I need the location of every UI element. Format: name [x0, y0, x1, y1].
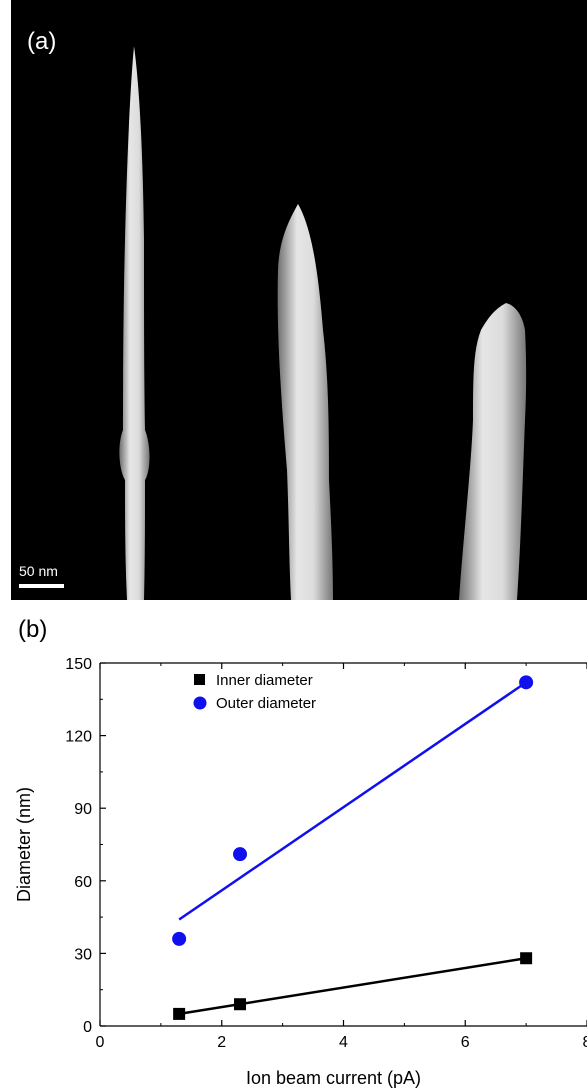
y-tick-label: 90 — [74, 801, 92, 818]
chart-ticks: 0 2 4 6 8 0 30 60 90 120 150 — [65, 656, 587, 1051]
x-axis-title: Ion beam current (pA) — [246, 1068, 421, 1088]
legend-label: Outer diameter — [216, 695, 316, 712]
x-tick-label: 8 — [583, 1034, 587, 1051]
chart-data-points — [172, 675, 534, 1020]
nanowire-1 — [119, 46, 150, 600]
legend-circle-icon — [193, 696, 207, 710]
y-tick-label: 120 — [65, 729, 92, 746]
y-tick-label: 60 — [74, 874, 92, 891]
legend-label: Inner diameter — [216, 672, 313, 689]
outer-diameter-point — [233, 847, 248, 862]
outer-diameter-point — [172, 931, 187, 946]
chart-fit-lines — [178, 681, 527, 1016]
x-tick-label: 4 — [339, 1034, 348, 1051]
scale-bar-label: 50 nm — [19, 563, 58, 579]
nanowire-2 — [277, 204, 333, 600]
chart-axis-titles: Ion beam current (pA) Diameter (nm) — [14, 787, 421, 1088]
legend-square-icon — [194, 674, 205, 685]
y-tick-label: 0 — [83, 1019, 92, 1036]
x-tick-label: 2 — [217, 1034, 226, 1051]
y-tick-label: 150 — [65, 656, 92, 673]
panel-b-label: (b) — [18, 616, 48, 643]
y-tick-label: 30 — [74, 946, 92, 963]
y-axis-title: Diameter (nm) — [14, 787, 34, 902]
chart-legend: Inner diameter Outer diameter — [193, 672, 316, 712]
nanowire-3 — [459, 303, 527, 600]
panel-a-label: (a) — [27, 28, 57, 55]
x-tick-label: 6 — [461, 1034, 470, 1051]
fit-line-inner — [178, 957, 527, 1016]
fit-line-outer — [178, 681, 527, 921]
inner-diameter-point — [234, 998, 247, 1011]
nanowire-image — [119, 46, 527, 600]
inner-diameter-point — [520, 952, 533, 965]
micrograph-panel: (a) 50 nm — [11, 0, 587, 600]
x-tick-label: 0 — [96, 1034, 105, 1051]
scale-bar — [19, 584, 64, 588]
inner-diameter-point — [173, 1007, 186, 1020]
outer-diameter-point — [519, 675, 534, 690]
chart-axes — [99, 662, 587, 1027]
